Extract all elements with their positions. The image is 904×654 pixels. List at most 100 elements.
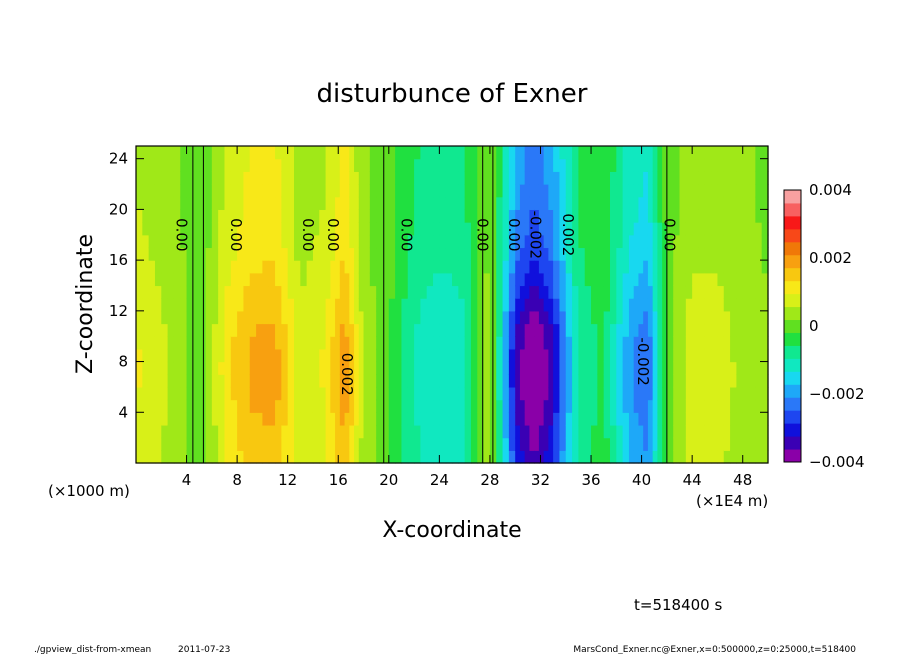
heatmap-cell [306,171,314,185]
heatmap-cell [508,323,516,337]
heatmap-cell [610,437,617,451]
heatmap-cell [749,158,756,172]
heatmap-cell [711,310,719,325]
heatmap-cell [218,348,226,363]
heatmap-cell [666,247,674,261]
heatmap-cell [407,336,415,350]
heatmap-cell [211,437,219,451]
heatmap-cell [439,386,447,401]
heatmap-cell [189,234,194,249]
heatmap-cell [445,310,453,325]
heatmap-cell [325,386,331,401]
heatmap-cell [312,184,320,198]
heatmap-cell [647,196,654,210]
heatmap-cell [584,196,592,210]
heatmap-cell [136,158,143,172]
heatmap-cell [534,336,540,350]
heatmap-cell [553,171,561,185]
heatmap-cell [349,196,355,210]
heatmap-cell [543,234,549,249]
heatmap-cell [458,386,466,401]
colorbar-swatch [784,345,801,359]
heatmap-cell [262,272,270,287]
heatmap-cell [483,222,491,236]
heatmap-cell [339,247,346,261]
heatmap-cell [496,234,504,249]
heatmap-cell [597,348,605,363]
heatmap-cell [154,348,162,363]
heatmap-cell [519,399,526,413]
heatmap-cell [319,247,327,261]
heatmap-cell [349,450,355,464]
heatmap-cell [354,450,360,464]
heatmap-cell [268,158,276,172]
heatmap-cell [275,184,282,198]
heatmap-cell [433,450,440,464]
heatmap-cell [548,196,554,210]
heatmap-cell [136,374,143,388]
heatmap-cell [211,234,219,249]
heatmap-cell [692,374,700,388]
heatmap-cell [167,234,175,249]
heatmap-cell [628,437,635,451]
heatmap-cell [218,437,226,451]
heatmap-cell [300,348,308,363]
heatmap-cell [610,184,617,198]
heatmap-cell [452,348,459,363]
heatmap-cell [401,298,409,312]
heatmap-cell [439,171,447,185]
heatmap-cell [452,437,459,451]
heatmap-cell [565,323,573,337]
heatmap-cell [553,184,561,198]
heatmap-cell [652,323,658,337]
heatmap-cell [180,399,188,413]
heatmap-cell [142,399,150,413]
heatmap-cell [330,323,336,337]
heatmap-cell [243,196,251,210]
contour-label: 0.00 [505,218,523,251]
heatmap-cell [515,234,521,249]
heatmap-cell [662,348,668,363]
heatmap-cell [543,437,549,451]
heatmap-cell [199,158,207,172]
x-tick-label: 24 [430,471,449,489]
heatmap-cell [548,323,554,337]
heatmap-cell [515,323,521,337]
heatmap-cell [237,260,245,274]
heatmap-cell [349,310,355,325]
contour-label: 0.002 [338,353,356,396]
heatmap-cell [717,424,725,439]
heatmap-cell [136,424,143,439]
heatmap-cell [445,298,453,312]
heatmap-cell [673,272,681,287]
heatmap-cell [736,298,744,312]
heatmap-cell [704,298,712,312]
heatmap-cell [237,399,245,413]
heatmap-cell [196,424,200,439]
heatmap-cell [452,209,459,223]
heatmap-cell [698,272,706,287]
x-unit-left-label: (×1000 m) [48,482,130,500]
heatmap-cell [420,323,428,337]
heatmap-cell [382,196,390,210]
heatmap-cell [652,399,658,413]
heatmap-cell [502,209,510,223]
heatmap-cell [761,386,769,401]
heatmap-cell [638,196,644,210]
heatmap-cell [565,260,573,274]
heatmap-cell [363,374,371,388]
heatmap-cell [483,247,491,261]
heatmap-cell [306,298,314,312]
heatmap-cell [673,209,681,223]
heatmap-cell [603,196,611,210]
heatmap-cell [477,196,485,210]
heatmap-cell [388,310,396,325]
heatmap-cell [237,361,245,375]
heatmap-cell [199,209,207,223]
heatmap-cell [679,386,687,401]
heatmap-cell [692,336,700,350]
heatmap-cell [685,310,693,325]
heatmap-cell [559,285,567,299]
heatmap-cell [224,323,232,337]
